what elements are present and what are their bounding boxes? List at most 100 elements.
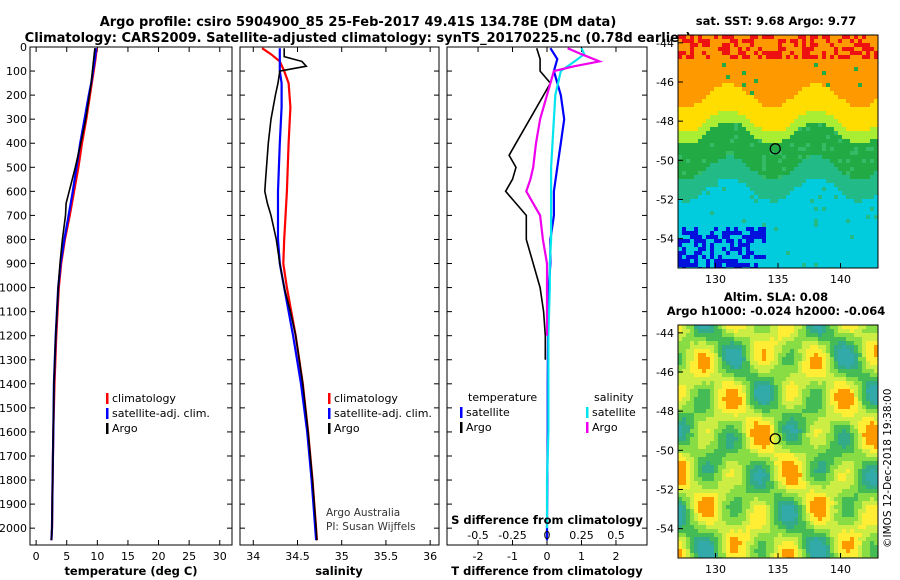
map-cell — [830, 405, 834, 409]
map-cell — [742, 251, 746, 255]
map-cell — [742, 55, 746, 59]
map-cell — [702, 99, 706, 103]
map-cell — [698, 329, 702, 333]
map-cell — [698, 151, 702, 155]
map-cell — [722, 75, 726, 79]
map-cell — [754, 425, 758, 429]
map-cell — [810, 239, 814, 243]
map-cell — [786, 389, 790, 393]
map-cell — [762, 349, 766, 353]
map-cell — [722, 83, 726, 87]
map-cell — [766, 159, 770, 163]
map-cell — [766, 163, 770, 167]
map-cell — [694, 163, 698, 167]
map-cell — [790, 119, 794, 123]
map-cell — [738, 103, 742, 107]
map-cell — [754, 195, 758, 199]
map-cell — [842, 187, 846, 191]
map-cell — [690, 79, 694, 83]
map-cell — [870, 219, 874, 223]
map-cell — [714, 349, 718, 353]
map-cell — [742, 381, 746, 385]
map-cell — [730, 55, 734, 59]
map-cell — [830, 461, 834, 465]
map-cell — [742, 131, 746, 135]
map-cell — [838, 251, 842, 255]
map-cell — [874, 215, 878, 219]
map-cell — [698, 199, 702, 203]
map-cell — [746, 341, 750, 345]
map-cell — [810, 155, 814, 159]
map-cell — [706, 135, 710, 139]
map-cell — [862, 127, 866, 131]
map-cell — [762, 401, 766, 405]
map-cell — [870, 115, 874, 119]
map-cell — [686, 437, 690, 441]
map-cell — [694, 255, 698, 259]
map-cell — [838, 79, 842, 83]
map-cell — [706, 337, 710, 341]
map-cell — [726, 179, 730, 183]
map-cell — [690, 131, 694, 135]
map-cell — [686, 179, 690, 183]
map-cell — [770, 59, 774, 63]
map-cell — [794, 147, 798, 151]
map-cell — [782, 55, 786, 59]
map-cell — [718, 127, 722, 131]
map-cell — [726, 159, 730, 163]
map-cell — [762, 55, 766, 59]
map-cell — [834, 389, 838, 393]
map-cell — [870, 239, 874, 243]
map-cell — [698, 175, 702, 179]
map-cell — [682, 263, 686, 267]
map-cell — [754, 349, 758, 353]
map-cell — [778, 393, 782, 397]
map-cell — [854, 445, 858, 449]
map-cell — [822, 43, 826, 47]
map-cell — [814, 325, 818, 329]
map-cell — [830, 251, 834, 255]
map-cell — [774, 207, 778, 211]
map-cell — [858, 195, 862, 199]
map-cell — [778, 203, 782, 207]
map-cell — [802, 409, 806, 413]
map-cell — [754, 465, 758, 469]
map-cell — [754, 59, 758, 63]
map-cell — [802, 325, 806, 329]
map-cell — [694, 179, 698, 183]
map-cell — [846, 39, 850, 43]
map-cell — [766, 353, 770, 357]
map-cell — [866, 333, 870, 337]
map-cell — [726, 215, 730, 219]
map-cell — [782, 127, 786, 131]
map-cell — [786, 147, 790, 151]
map-cell — [686, 119, 690, 123]
map-cell — [742, 365, 746, 369]
map-cell — [706, 457, 710, 461]
map-cell — [738, 235, 742, 239]
map-cell — [718, 111, 722, 115]
map-cell — [850, 325, 854, 329]
map-cell — [682, 179, 686, 183]
map-cell — [762, 405, 766, 409]
map-cell — [858, 99, 862, 103]
map-cell — [730, 365, 734, 369]
map-cell — [734, 223, 738, 227]
map-cell — [770, 91, 774, 95]
map-cell — [686, 143, 690, 147]
map-cell — [678, 365, 682, 369]
map-cell — [762, 203, 766, 207]
map-cell — [786, 75, 790, 79]
map-cell — [858, 413, 862, 417]
map-cell — [782, 385, 786, 389]
map-cell — [870, 187, 874, 191]
map-cell — [818, 397, 822, 401]
map-cell — [798, 441, 802, 445]
map-cell — [806, 139, 810, 143]
map-cell — [738, 421, 742, 425]
map-cell — [818, 405, 822, 409]
map-cell — [762, 223, 766, 227]
map-cell — [706, 59, 710, 63]
map-cell — [790, 127, 794, 131]
map-cell — [830, 255, 834, 259]
